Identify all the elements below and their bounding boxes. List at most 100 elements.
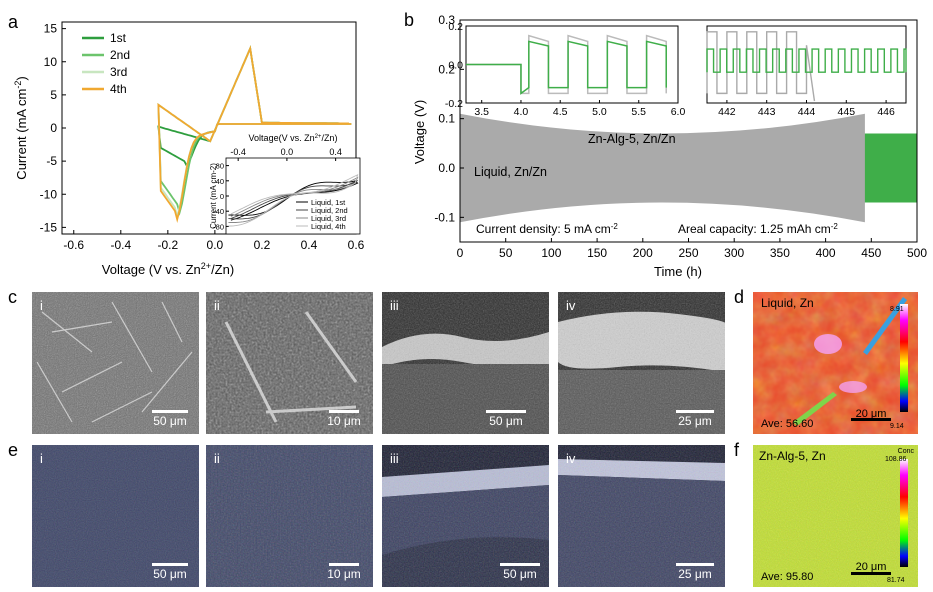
chart-a-xtick-label: -0.6: [63, 238, 84, 252]
sem-e-iii-scalebar: 50 μm: [497, 563, 543, 581]
chart-a-xtick-label: 0.4: [301, 238, 318, 252]
sem-c-iii-label: iii: [390, 298, 399, 313]
inset2-xtick-label: 446: [877, 106, 895, 118]
inset1-xtick-label: 3.5: [474, 106, 489, 118]
map-f-scale-text: 20 μm: [855, 561, 887, 573]
chart-b-current-density: Current density: 5 mA cm-2: [476, 222, 618, 237]
chart-b-xtick-label: 300: [724, 246, 744, 260]
inset2-liquid-curve: [706, 31, 816, 102]
inset1-xtick-label: 4.0: [514, 106, 529, 118]
inset1-xtick-label: 5.5: [631, 106, 646, 118]
inset-legend-4: Liquid, 4th: [311, 222, 346, 231]
chart-a-xtick-label: 0.6: [348, 238, 365, 252]
map-f-scalebar: [851, 572, 891, 575]
chart-b-ytick-label: 0.0: [438, 161, 455, 175]
chart-b-zn-alg-label: Zn-Alg-5, Zn/Zn: [588, 132, 676, 146]
map-f-cb-top: 108.86: [885, 456, 907, 463]
inset1-xtick-label: 5.0: [592, 106, 607, 118]
map-d-ave: Ave: 56.60: [761, 418, 814, 430]
map-f-ave: Ave: 95.80: [761, 571, 814, 583]
chart-b-xtick-label: 50: [499, 246, 513, 260]
sem-c-iv: iv 25 μm: [558, 292, 725, 434]
sem-e-iii: iii 50 μm: [382, 445, 549, 587]
sem-c-ii-scalebar: 10 μm: [323, 410, 365, 428]
chart-a-inset-legend: Liquid, 1st Liquid, 2nd Liquid, 3rd Liqu…: [296, 198, 348, 231]
chart-b-ytick-label: -0.1: [434, 210, 455, 224]
chart-b-xtick-label: 150: [587, 246, 607, 260]
chart-a-ytick-label: 5: [50, 88, 57, 102]
panel-letter-d: d: [734, 287, 745, 307]
legend-text-1st: 1st: [110, 31, 127, 45]
legend-text-4th: 4th: [110, 82, 127, 96]
inset1-liquid-curve: [466, 34, 667, 95]
inset1-xtick-label: 4.5: [553, 106, 568, 118]
inset-a-xtick-label: 0.4: [329, 147, 342, 157]
chart-a-ytick-label: -5: [46, 154, 57, 168]
map-f-cb-bottom: 81.74: [887, 577, 905, 584]
map-d-cb-top: 8.91: [890, 306, 904, 313]
chart-a-ytick-label: 15: [44, 22, 58, 36]
chart-b-areal-capacity: Areal capacity: 1.25 mAh cm-2: [678, 222, 838, 237]
sem-c-iii-scalebar: 50 μm: [483, 410, 529, 428]
sem-e-iv-scalebar: 25 μm: [673, 563, 717, 581]
inset2-xtick-label: 443: [758, 106, 776, 118]
sem-e-iv-label: iv: [566, 451, 576, 466]
chart-a-xtick-label: 0.0: [207, 238, 224, 252]
inset-a-xtick-label: -0.4: [230, 147, 246, 157]
chart-a-xtick-label: 0.2: [254, 238, 271, 252]
chart-a-inset-frame: [225, 157, 361, 235]
inset2-xtick-label: 445: [838, 106, 856, 118]
chart-b-ytick-label: 0.3: [438, 13, 455, 27]
sem-e-i-label: i: [40, 451, 43, 466]
panel-letter-a: a: [8, 12, 19, 32]
sem-c-iii: iii 50 μm: [382, 292, 549, 434]
chart-b-xtick-label: 250: [678, 246, 698, 260]
map-d-scale-text: 20 μm: [855, 408, 887, 420]
chart-a-series-1st: [157, 45, 352, 168]
sem-e-ii-label: ii: [214, 451, 220, 466]
map-d-scalebar: [851, 418, 891, 422]
chart-b-series-liquid: [460, 113, 865, 223]
sem-c-ii-label: ii: [214, 298, 220, 313]
chart-a-xtick-label: -0.2: [157, 238, 178, 252]
panel-letter-c: c: [8, 287, 17, 307]
sem-e-i: i 50 μm: [32, 445, 199, 587]
sem-c-i: i 50 μm: [32, 292, 199, 434]
chart-b-ytick-label: 0.2: [438, 62, 455, 76]
chart-a-ytick-label: 0: [50, 121, 57, 135]
panel-letter-e: e: [8, 440, 19, 460]
chart-b-xtick-label: 450: [861, 246, 881, 260]
chart-b-liquid-label: Liquid, Zn/Zn: [474, 165, 547, 179]
chart-b: 0 50 100 150 200 250 300 350 400 450 500 -0.1 0.0 0.1…: [412, 13, 927, 279]
map-d: Liquid, Zn Ave: 56.60 8.91 9.14 20 μm: [753, 292, 918, 434]
chart-b-xtick-label: 500: [907, 246, 927, 260]
chart-b-xtick-label: 200: [633, 246, 653, 260]
legend-text-2nd: 2nd: [110, 48, 130, 62]
panel-letter-f: f: [734, 440, 740, 460]
map-f-label: Zn-Alg-5, Zn: [759, 449, 826, 463]
chart-a-ytick-label: 10: [44, 55, 58, 69]
inset-legend-2: Liquid, 2nd: [311, 206, 348, 215]
inset1-zn-alg-curve: [466, 40, 667, 95]
sem-e-iii-label: iii: [390, 451, 399, 466]
map-f: Zn-Alg-5, Zn Conc 108.86 Ave: 95.80 81.7…: [753, 445, 918, 587]
chart-b-ylabel: Voltage (V): [412, 100, 427, 164]
chart-b-xtick-label: 350: [770, 246, 790, 260]
chart-a: -0.6 -0.4 -0.2 0.0 0.2 0.4 0.6 -15 -10 -5 0 5 10 15 V…: [13, 21, 365, 277]
inset-a-ytick-label: -40: [213, 207, 224, 216]
chart-b-xtick-label: 400: [816, 246, 836, 260]
chart-a-legend: 1st 2nd 3rd 4th: [82, 31, 130, 96]
chart-a-ytick-label: -15: [40, 220, 58, 234]
chart-a-xtick-label: -0.4: [110, 238, 131, 252]
sem-e-iv: iv 25 μm: [558, 445, 725, 587]
inset-legend-3: Liquid, 3rd: [311, 214, 346, 223]
sem-e-ii: ii 10 μm: [206, 445, 373, 587]
chart-b-xlabel: Time (h): [654, 264, 702, 279]
chart-a-series-4th: [157, 45, 352, 223]
panel-letter-b: b: [404, 10, 415, 30]
map-f-cb-title: Conc: [897, 448, 914, 455]
inset-a-ytick-label: 40: [216, 177, 224, 186]
sem-c-iv-scalebar: 25 μm: [673, 410, 717, 428]
chart-a-ytick-label: -10: [40, 187, 58, 201]
chart-a-inset-ylabel: Current (mA cm-2): [209, 163, 218, 229]
